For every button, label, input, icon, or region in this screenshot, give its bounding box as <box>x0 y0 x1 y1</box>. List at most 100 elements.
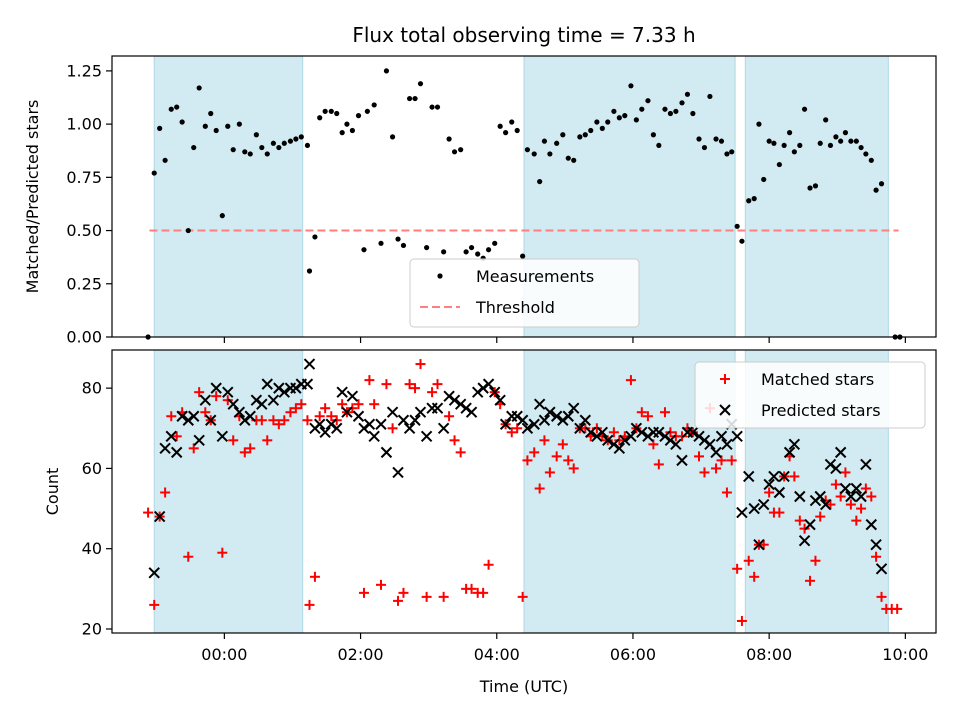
x-tick-label: 02:00 <box>338 645 384 664</box>
y-tick-label: 0.50 <box>66 221 102 240</box>
data-point <box>273 382 285 394</box>
data-point <box>850 482 863 495</box>
data-point <box>443 390 455 402</box>
data-point <box>815 511 826 522</box>
data-point <box>721 438 733 451</box>
data-point <box>174 104 180 110</box>
data-point <box>194 387 205 398</box>
data-point <box>191 144 197 151</box>
legend-label: Measurements <box>476 267 594 286</box>
data-point <box>306 268 313 274</box>
data-point <box>346 390 359 402</box>
data-point <box>619 434 631 447</box>
data-point <box>537 178 543 185</box>
data-point <box>268 415 279 426</box>
data-point <box>304 599 315 610</box>
data-point <box>642 430 654 443</box>
data-point <box>687 426 699 438</box>
data-point <box>560 132 566 138</box>
data-point <box>814 490 826 503</box>
data-point <box>699 467 710 478</box>
data-point <box>302 415 313 426</box>
data-point <box>341 406 353 418</box>
y-tick-label: 20 <box>82 619 102 638</box>
data-point <box>499 418 512 430</box>
data-point <box>616 115 622 121</box>
data-point <box>159 442 171 455</box>
data-point <box>783 446 796 459</box>
data-point <box>432 379 443 390</box>
data-point <box>842 130 849 136</box>
data-point <box>200 407 211 418</box>
data-point <box>511 410 523 422</box>
data-point <box>160 487 171 498</box>
data-point <box>355 113 362 119</box>
data-point <box>489 386 501 398</box>
data-point <box>715 430 728 443</box>
data-point <box>670 438 682 451</box>
data-point <box>478 587 489 598</box>
data-point <box>293 136 299 142</box>
data-point <box>531 151 537 157</box>
data-point <box>866 491 877 502</box>
data-point <box>349 127 355 134</box>
data-point <box>676 454 688 467</box>
data-point <box>673 108 679 114</box>
data-point <box>664 434 677 447</box>
data-point <box>622 113 628 119</box>
data-point <box>696 136 702 142</box>
data-point <box>483 559 494 570</box>
data-point <box>301 378 314 390</box>
data-point <box>838 138 844 144</box>
data-point <box>753 538 765 551</box>
count-legend: Matched stars Predicted stars <box>694 361 926 429</box>
data-point <box>707 93 713 100</box>
data-point <box>711 463 722 474</box>
data-point <box>766 138 772 144</box>
data-point <box>716 455 727 466</box>
data-point <box>230 147 236 153</box>
data-point <box>648 439 659 450</box>
data-point <box>614 435 625 446</box>
data-point <box>309 571 320 582</box>
data-point <box>395 236 401 242</box>
data-point <box>380 446 393 459</box>
data-point <box>244 410 256 422</box>
data-point <box>865 518 878 531</box>
data-point <box>807 185 813 191</box>
data-point <box>749 571 760 582</box>
data-point <box>358 587 369 598</box>
x-tick-label: 00:00 <box>201 645 247 664</box>
data-point <box>369 399 380 410</box>
data-point <box>262 435 273 446</box>
x-tick-label: 08:00 <box>746 645 792 664</box>
y-tick-label: 1.25 <box>66 61 102 80</box>
legend-label: Threshold <box>475 298 555 317</box>
data-point <box>541 138 548 144</box>
data-point <box>259 144 265 151</box>
data-point <box>267 394 280 406</box>
data-point <box>239 414 251 426</box>
legend-marker <box>720 374 730 384</box>
data-point <box>281 140 287 146</box>
data-point <box>694 451 705 462</box>
data-point <box>840 467 851 478</box>
data-point <box>562 410 574 422</box>
data-point <box>520 253 526 259</box>
data-point <box>534 483 545 494</box>
data-point <box>761 176 767 183</box>
data-point <box>812 183 819 189</box>
data-point <box>424 244 430 251</box>
data-point <box>516 414 529 426</box>
data-point <box>585 426 597 438</box>
data-point <box>398 587 409 598</box>
data-point <box>449 435 460 446</box>
legend-marker <box>437 273 443 279</box>
data-point <box>296 399 307 410</box>
data-point <box>417 81 424 87</box>
data-point <box>830 479 841 490</box>
legend-box <box>409 258 640 328</box>
data-point <box>571 157 577 163</box>
data-point <box>823 117 829 123</box>
data-point <box>873 187 879 193</box>
